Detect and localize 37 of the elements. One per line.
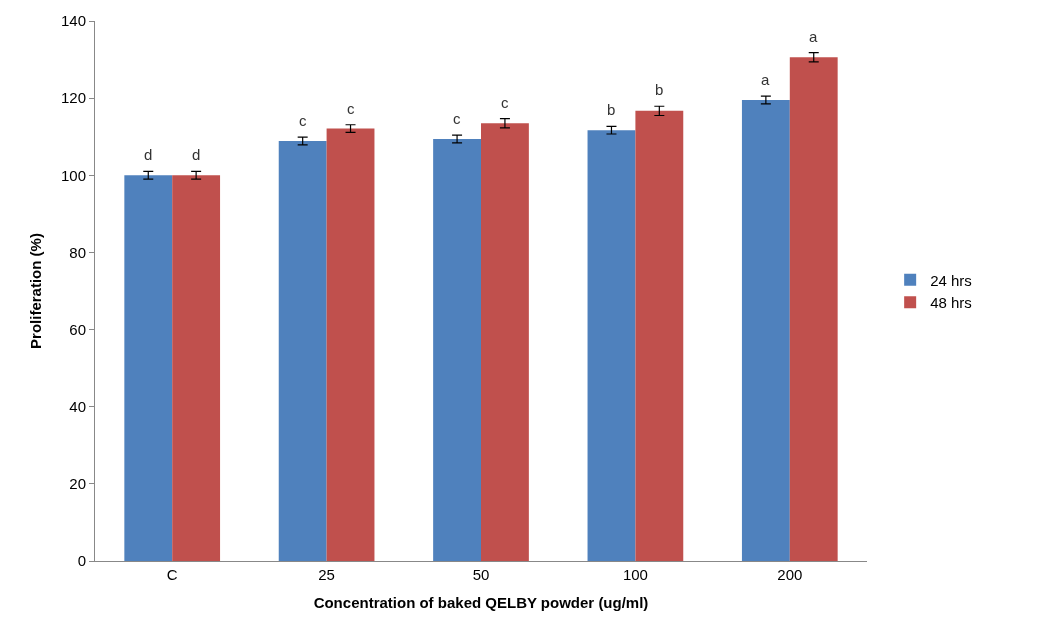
x-tick-label: 50	[472, 566, 490, 583]
data-label: c	[453, 110, 461, 127]
legend-label: 24 hrs	[930, 271, 972, 289]
bar	[481, 123, 529, 561]
x-axis-title: Concentration of baked QELBY powder (ug/ml)	[313, 594, 649, 611]
bar	[124, 175, 173, 561]
y-tick-label: 140	[60, 12, 86, 30]
x-tick-label: 25	[318, 566, 335, 583]
data-label: a	[809, 28, 818, 45]
y-tick-label: 40	[69, 397, 86, 415]
data-label: b	[607, 101, 616, 118]
data-label: d	[192, 146, 201, 163]
x-tick-label: C	[166, 566, 178, 583]
y-axis-title: Proliferation (%)	[27, 233, 45, 349]
data-label: d	[144, 146, 153, 163]
y-tick-label: 20	[69, 475, 86, 493]
x-tick-label: 100	[622, 566, 648, 583]
y-tick-label: 100	[60, 166, 86, 184]
bar	[326, 128, 375, 561]
bar	[635, 110, 684, 561]
y-tick-label: 80	[69, 243, 86, 261]
y-tick-label: 60	[69, 320, 86, 338]
data-label: c	[299, 112, 307, 129]
bar	[172, 175, 221, 561]
y-tick-label: 0	[77, 552, 86, 570]
legend-label: 48 hrs	[930, 294, 972, 312]
y-tick-label: 120	[60, 89, 86, 107]
bar	[587, 130, 636, 561]
x-tick-label: 200	[777, 566, 803, 583]
data-label: b	[655, 81, 664, 98]
data-label: a	[761, 71, 770, 88]
bar	[278, 140, 327, 561]
bar	[741, 100, 790, 561]
bar	[433, 139, 481, 561]
bar	[789, 57, 838, 561]
data-label: c	[501, 94, 509, 111]
data-label: c	[347, 100, 355, 117]
